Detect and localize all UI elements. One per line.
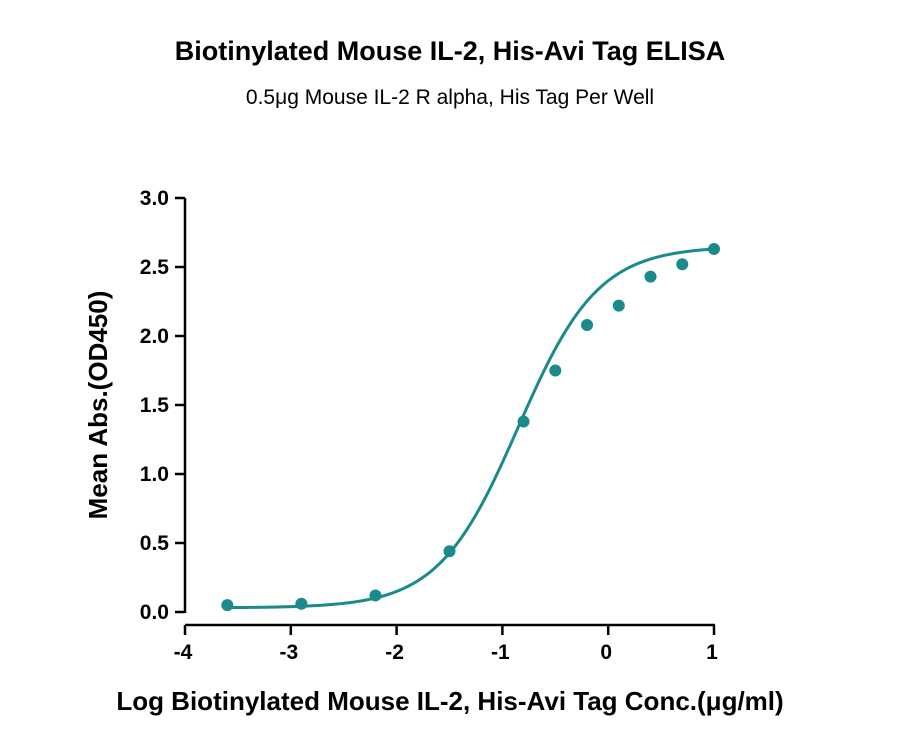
x-tick-label: 1 [706, 641, 718, 664]
data-point [221, 599, 234, 612]
data-point [443, 545, 456, 558]
x-tick-label: -4 [174, 641, 193, 664]
y-tick-label: 0.0 [140, 601, 169, 624]
y-tick-label: 0.5 [140, 532, 170, 555]
x-tick-label: 0 [600, 641, 612, 664]
fit-curve [227, 247, 715, 610]
axes: 0.0 0.5 1.0 1.5 2.0 2.5 3.0 -4 -3 -2 -1 0 1 [140, 187, 718, 664]
chart-title: Biotinylated Mouse IL-2, His-Avi Tag ELI… [174, 36, 726, 66]
data-point [549, 364, 562, 377]
y-axis-label: Mean Abs.(OD450) [83, 291, 113, 520]
chart-subtitle: 0.5μg Mouse IL-2 R alpha, His Tag Per We… [245, 86, 655, 109]
data-point [708, 243, 720, 256]
data-point [644, 270, 657, 283]
x-tick-label: -2 [385, 641, 404, 664]
y-tick-label: 2.0 [140, 325, 169, 348]
y-tick-label: 1.5 [140, 394, 170, 417]
data-point [295, 597, 308, 610]
data-point [369, 589, 382, 602]
y-tick-label: 3.0 [140, 187, 169, 210]
y-tick-label: 2.5 [140, 256, 170, 279]
data-point [676, 258, 689, 271]
x-tick-label: -1 [491, 641, 510, 664]
data-points [221, 243, 720, 612]
data-point [581, 318, 594, 331]
fit-curve-group [227, 247, 715, 610]
x-axis-label: Log Biotinylated Mouse IL-2, His-Avi Tag… [116, 686, 783, 716]
data-point [517, 415, 530, 428]
y-tick-label: 1.0 [140, 463, 169, 486]
x-tick-label: -3 [279, 641, 298, 664]
data-point [612, 299, 625, 312]
